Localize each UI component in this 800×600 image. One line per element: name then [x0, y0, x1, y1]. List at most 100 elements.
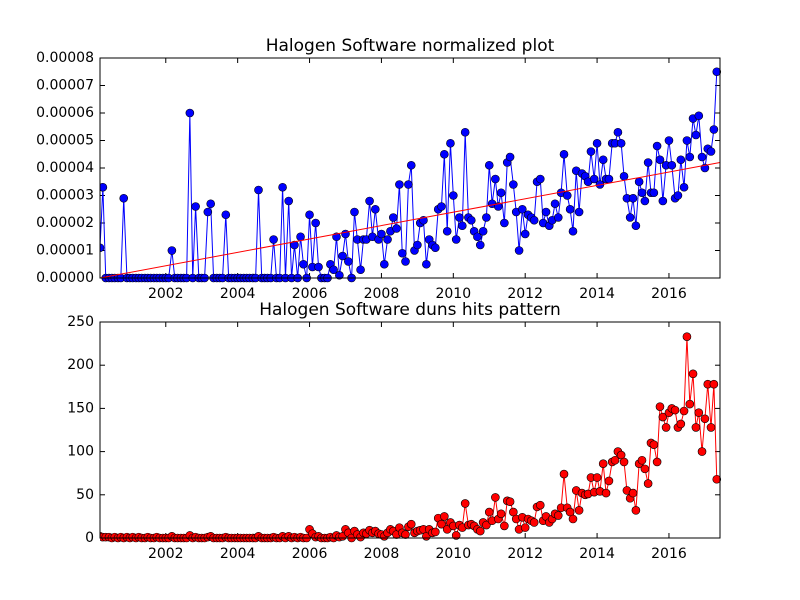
marker — [652, 141, 662, 151]
marker — [344, 257, 353, 266]
marker — [586, 147, 596, 156]
marker — [491, 493, 500, 502]
marker — [380, 259, 389, 269]
marker — [509, 180, 518, 189]
marker — [550, 199, 560, 209]
x-tick-label: 2004 — [220, 546, 256, 562]
marker — [500, 521, 509, 531]
marker — [206, 199, 216, 209]
marker — [401, 530, 410, 539]
marker — [338, 251, 347, 261]
marker — [440, 149, 449, 159]
marker — [682, 332, 692, 341]
marker — [496, 509, 506, 519]
marker — [553, 511, 563, 520]
marker — [592, 473, 602, 482]
marker — [500, 218, 509, 228]
marker — [658, 196, 668, 206]
marker — [383, 235, 392, 244]
y-tick-label: 0.00003 — [36, 188, 94, 204]
marker — [706, 423, 716, 432]
marker — [167, 246, 177, 255]
marker — [185, 108, 195, 118]
marker — [437, 202, 446, 211]
marker — [431, 243, 440, 253]
marker — [712, 474, 722, 484]
marker — [562, 191, 572, 200]
marker — [598, 155, 608, 165]
marker — [299, 259, 308, 269]
marker — [437, 519, 446, 529]
x-tick-label: 2016 — [651, 286, 687, 302]
marker — [568, 226, 578, 236]
marker — [484, 160, 494, 170]
marker — [460, 499, 470, 508]
marker — [694, 111, 704, 121]
marker — [341, 229, 350, 239]
marker — [649, 188, 659, 198]
marker — [658, 412, 668, 422]
x-tick-label: 2006 — [292, 546, 328, 562]
marker — [457, 221, 467, 231]
marker — [491, 174, 500, 184]
marker — [484, 507, 494, 517]
marker — [679, 182, 689, 192]
marker — [679, 406, 689, 416]
marker — [631, 221, 641, 231]
marker — [529, 518, 539, 527]
marker — [514, 246, 524, 255]
marker — [397, 248, 407, 258]
y-tick-label: 100 — [67, 444, 94, 460]
marker — [688, 369, 698, 379]
marker — [559, 469, 569, 479]
marker — [475, 240, 485, 250]
marker — [314, 262, 323, 272]
marker — [598, 459, 608, 468]
marker — [610, 455, 620, 465]
axes-frame — [99, 321, 721, 539]
x-tick-label: 2002 — [148, 286, 184, 302]
y-tick-label: 0.00000 — [36, 270, 94, 286]
marker — [628, 193, 638, 203]
marker — [709, 379, 719, 389]
x-tick-label: 2012 — [507, 286, 543, 302]
marker — [305, 210, 314, 220]
marker — [574, 207, 584, 217]
marker — [451, 531, 461, 540]
x-tick-label: 2006 — [292, 286, 328, 302]
marker — [335, 270, 344, 280]
marker — [505, 152, 515, 162]
marker — [691, 130, 701, 140]
marker — [404, 180, 413, 189]
marker — [478, 226, 488, 236]
marker — [676, 419, 686, 429]
x-tick-label: 2010 — [435, 546, 471, 562]
marker — [640, 464, 650, 474]
marker — [625, 213, 635, 222]
marker — [466, 215, 476, 225]
marker — [518, 204, 527, 214]
marker — [655, 402, 665, 411]
marker — [413, 240, 422, 250]
marker — [329, 265, 338, 275]
marker — [652, 457, 662, 467]
marker — [446, 138, 455, 148]
marker — [643, 479, 653, 488]
marker — [649, 440, 659, 449]
marker — [592, 138, 602, 148]
chart-title: Halogen Software duns hits pattern — [259, 300, 561, 320]
marker — [191, 202, 200, 211]
marker — [637, 455, 647, 465]
marker — [311, 218, 320, 228]
marker — [535, 500, 545, 510]
marker — [706, 147, 716, 156]
marker — [568, 514, 578, 524]
marker — [673, 191, 683, 200]
marker — [682, 136, 692, 145]
marker — [431, 527, 440, 537]
marker — [640, 196, 650, 206]
marker — [460, 127, 470, 137]
marker — [395, 180, 404, 189]
